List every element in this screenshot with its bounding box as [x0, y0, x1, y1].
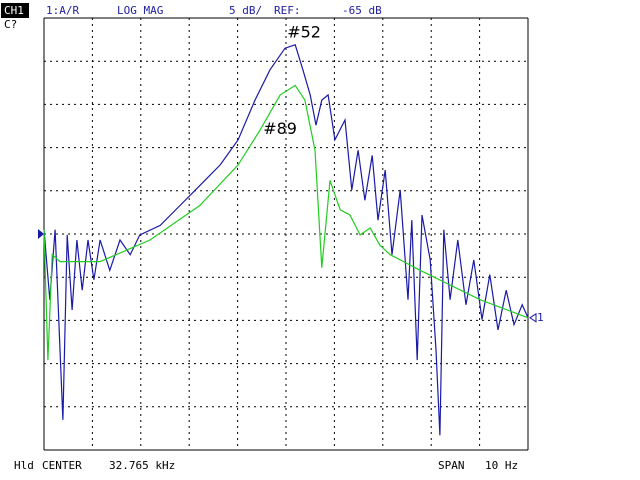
- grid: [38, 17, 529, 451]
- channel-box: [1, 3, 29, 18]
- ref-marker: [38, 229, 44, 239]
- status: C?: [4, 18, 17, 31]
- ref-value: -65 dB: [342, 4, 382, 17]
- trace: [43, 84, 529, 361]
- trace: [43, 44, 529, 436]
- channel: CH1: [4, 4, 24, 17]
- plot: #52 #89 1: [43, 22, 544, 436]
- marker-label: 1: [537, 311, 544, 324]
- trace-label: #52: [287, 22, 321, 41]
- end-marker: [529, 312, 537, 323]
- ref-label: REF:: [274, 4, 301, 17]
- trace-label: #89: [263, 119, 297, 138]
- hold: Hld: [14, 459, 34, 472]
- span-label: SPAN: [438, 459, 465, 472]
- center-value: 32.765 kHz: [109, 459, 175, 472]
- center-label: CENTER: [42, 459, 82, 472]
- measurement: 1:A/R: [46, 4, 79, 17]
- format: LOG MAG: [117, 4, 163, 17]
- scale: 5 dB/: [229, 4, 262, 17]
- span-value: 10 Hz: [485, 459, 518, 472]
